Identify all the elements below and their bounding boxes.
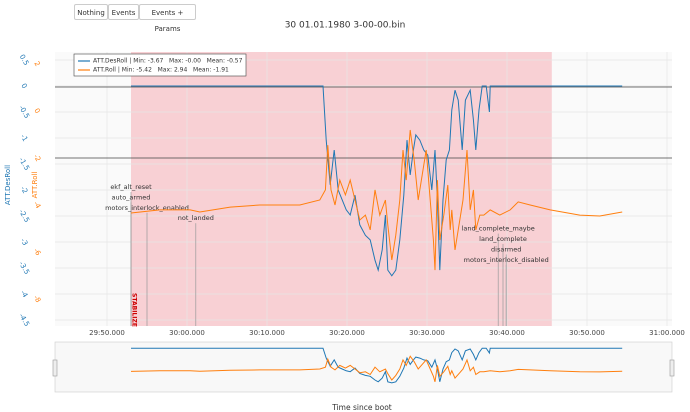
y2-tick-label: -8 xyxy=(32,294,42,304)
y-tick-label: 0 xyxy=(19,82,28,90)
y-tick-label: -3.5 xyxy=(17,260,31,276)
y2-tick-label: -4 xyxy=(32,200,43,211)
event-label: disarmed xyxy=(491,245,521,253)
range-slider-line xyxy=(131,347,623,384)
x-tick-label: 30:50.000 xyxy=(569,329,605,337)
y-tick-label: -4.5 xyxy=(17,312,31,328)
y-axis-title: ATT.DesRoll xyxy=(4,165,12,205)
button[interactable]: Events xyxy=(108,4,139,20)
range-handle[interactable] xyxy=(669,359,675,377)
x-tick-label: 30:40.000 xyxy=(489,329,525,337)
y2-tick-label: 0 xyxy=(32,107,41,115)
y2-axis-title: ATT.Roll xyxy=(31,172,39,199)
y-tick-label: -0.5 xyxy=(17,104,31,120)
x-tick-label: 30:10.000 xyxy=(249,329,285,337)
y-tick-label: -1 xyxy=(19,133,29,143)
legend-label: ATT.DesRoll | Min: -3.67 Max: -0.00 Mean… xyxy=(93,58,243,65)
button[interactable]: Nothing xyxy=(74,4,108,20)
y-tick-label: -1.5 xyxy=(17,156,31,172)
y-tick-label: -2.5 xyxy=(17,208,31,224)
x-tick-label: 30:30.000 xyxy=(409,329,445,337)
series-line xyxy=(130,129,623,271)
range-handle[interactable] xyxy=(52,359,58,377)
event-label: not_landed xyxy=(178,214,214,222)
x-tick-label: 29:50.000 xyxy=(89,329,125,337)
legend xyxy=(73,53,247,77)
x-tick-label: 30:00.000 xyxy=(169,329,205,337)
y-tick-label: -3 xyxy=(19,237,29,247)
legend-label: ATT.Roll | Min: -5.42 Max: 2.94 Mean: -1… xyxy=(93,67,229,74)
event-label: auto_armed xyxy=(112,193,151,201)
series-line xyxy=(131,85,623,277)
y-tick-label: -4 xyxy=(19,289,30,300)
event-label: motors_interlock_disabled xyxy=(464,256,549,264)
button[interactable]: Events + Params xyxy=(139,4,196,33)
x-axis-title: Time since boot xyxy=(331,403,392,412)
event-label: land_complete_maybe xyxy=(462,225,535,233)
chart-title: 30 01.01.1980 3-00-00.bin xyxy=(285,21,406,31)
y2-tick-label: -2 xyxy=(32,153,42,163)
range-slider-line xyxy=(130,355,623,382)
mode-label: STABILIZE xyxy=(131,293,138,327)
y2-tick-label: -6 xyxy=(32,247,43,258)
y-tick-label: 0.5 xyxy=(18,53,30,67)
mode-region xyxy=(131,52,552,326)
event-label: motors_interlock_enabled xyxy=(105,204,189,212)
y-tick-label: -2 xyxy=(19,185,29,195)
y2-tick-label: 2 xyxy=(32,60,41,68)
x-tick-label: 30:20.000 xyxy=(329,329,365,337)
event-label: land_complete xyxy=(479,235,527,243)
range-slider xyxy=(54,341,673,393)
event-label: ekf_alt_reset xyxy=(110,183,152,191)
x-tick-label: 31:00.000 xyxy=(649,329,685,337)
